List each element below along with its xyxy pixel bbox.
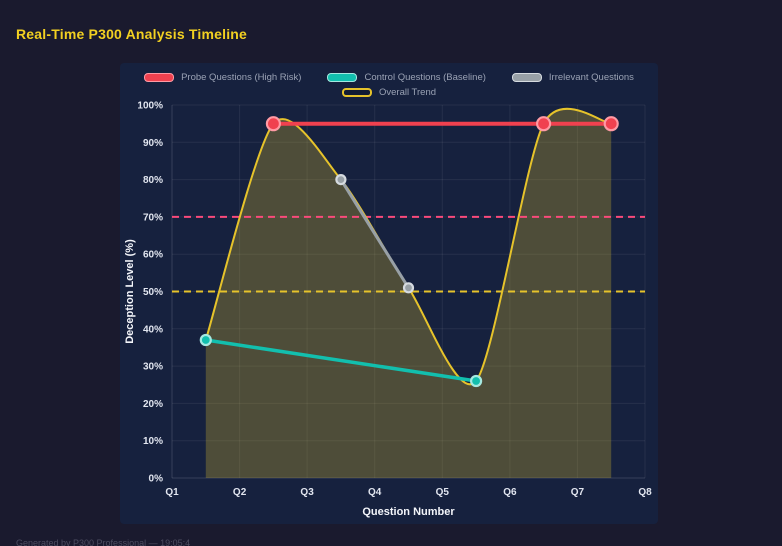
y-tick-label: 40%: [143, 324, 163, 335]
x-tick-label: Q6: [503, 487, 517, 498]
x-tick-label: Q4: [368, 487, 382, 498]
data-point-probe-2[interactable]: [603, 116, 619, 132]
y-axis-title: Deception Level (%): [124, 239, 136, 344]
trend-area-fill: [205, 108, 612, 479]
page-title: Real-Time P300 Analysis Timeline: [16, 26, 248, 42]
y-tick-label: 0%: [149, 474, 164, 485]
y-tick-label: 80%: [143, 175, 163, 186]
chart-canvas[interactable]: 0% 10% 20% 30% 40% 50% 60% 70% 80% 90% 100% Q1 Q2 Q3 Q…: [120, 63, 658, 524]
y-tick-label: 100%: [137, 101, 163, 112]
legend-swatch-trend: [341, 88, 372, 97]
legend-row: Probe Questions (High Risk) Control Quest…: [144, 72, 634, 83]
chart-panel: 0% 10% 20% 30% 40% 50% 60% 70% 80% 90% 100% Q1 Q2 Q3 Q…: [120, 63, 658, 524]
chart-legend: Probe Questions (High Risk) Control Quest…: [120, 72, 658, 98]
x-tick-label: Q5: [436, 487, 450, 498]
y-tick-label: 90%: [143, 138, 163, 149]
legend-label: Overall Trend: [378, 87, 437, 98]
x-axis-title: Question Number: [362, 506, 455, 518]
y-tick-label: 60%: [143, 250, 163, 261]
data-point-probe-1[interactable]: [536, 116, 552, 132]
legend-label: Probe Questions (High Risk): [181, 72, 302, 83]
x-tick-label: Q1: [165, 487, 179, 498]
legend-label: Control Questions (Baseline): [364, 72, 486, 83]
legend-swatch-probe: [144, 73, 175, 82]
series-line-control: [204, 338, 478, 383]
y-tick-label: 10%: [143, 436, 163, 447]
x-tick-label: Q3: [300, 487, 314, 498]
data-point-irrelevant-0[interactable]: [335, 173, 347, 186]
legend-item-probe[interactable]: Probe Questions (High Risk): [144, 72, 301, 83]
data-point-control-1[interactable]: [470, 374, 483, 388]
data-point-irrelevant-1[interactable]: [402, 282, 415, 294]
legend-item-irrelevant[interactable]: Irrelevant Questions: [511, 72, 634, 83]
y-tick-label: 50%: [143, 287, 163, 298]
legend-item-trend[interactable]: Overall Trend: [341, 87, 437, 98]
legend-swatch-control: [327, 73, 358, 82]
data-point-probe-0[interactable]: [265, 116, 281, 132]
legend-label: Irrelevant Questions: [548, 72, 634, 83]
y-tick-label: 70%: [143, 212, 163, 223]
series-line-irrelevant: [339, 178, 410, 290]
data-point-control-0[interactable]: [199, 333, 212, 347]
legend-row: Overall Trend: [341, 87, 437, 98]
x-tick-label: Q8: [638, 487, 652, 498]
footer-note: Generated by P300 Professional — 19:05:4: [16, 538, 191, 546]
legend-item-control[interactable]: Control Questions (Baseline): [327, 72, 486, 83]
legend-swatch-irrelevant: [511, 73, 542, 82]
y-tick-label: 30%: [143, 362, 163, 373]
x-tick-label: Q2: [233, 487, 247, 498]
x-tick-label: Q7: [571, 487, 585, 498]
y-tick-label: 20%: [143, 399, 163, 410]
